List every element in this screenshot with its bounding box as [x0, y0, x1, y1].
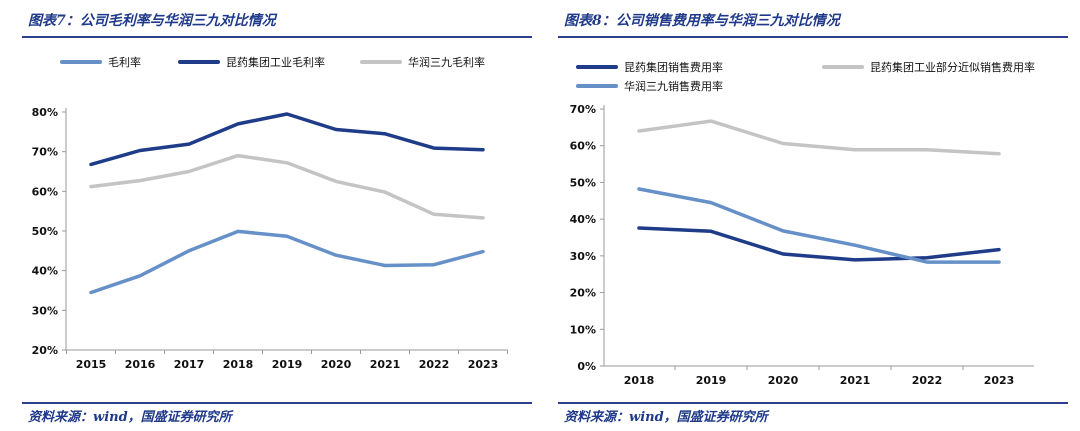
series-line [637, 187, 1001, 264]
x-tick-label: 2020 [321, 358, 352, 371]
x-tick-label: 2015 [76, 358, 107, 371]
y-tick-label: 60% [32, 185, 58, 198]
series-line [637, 119, 1001, 156]
sales-expense-chart: 0% 10% 20% 30% 40% 50% 60% 70% 2018 2019 2020 2021 2… [570, 60, 1035, 387]
x-tick-label: 2018 [223, 358, 254, 371]
legend-label: 昆药集团销售费用率 [624, 60, 723, 74]
x-tick-label: 2022 [419, 358, 450, 371]
y-tick-label: 50% [570, 176, 596, 189]
gross-margin-chart: 20% 30% 40% 50% 60% 70% 80% 2015 2016 2017 2018 201… [32, 55, 508, 371]
x-tick-label: 2022 [912, 374, 943, 387]
y-tick-label: 30% [570, 250, 596, 263]
source-divider [558, 402, 1068, 404]
legend-label: 昆药集团工业毛利率 [226, 55, 325, 69]
y-tick-label: 50% [32, 225, 58, 238]
legend-label: 昆药集团工业部分近似销售费用率 [870, 60, 1035, 74]
series-line [89, 153, 485, 220]
x-tick-label: 2023 [984, 374, 1015, 387]
panel-sales-expense: 图表8：公司销售费用率与华润三九对比情况 0% 10% 20% 30% 40% 50% 60… [558, 0, 1068, 431]
x-tick-label: 2021 [370, 358, 401, 371]
panel-gross-margin: 图表7：公司毛利率与华润三九对比情况 20% 30% 40% 50% 60% 70% 80%… [22, 0, 532, 431]
y-tick-label: 40% [570, 213, 596, 226]
series-line [637, 226, 1001, 262]
x-tick-label: 2018 [624, 374, 655, 387]
y-tick-label: 40% [32, 265, 58, 278]
x-tick-label: 2016 [125, 358, 156, 371]
title-divider [22, 36, 532, 38]
y-tick-label: 0% [577, 360, 596, 373]
x-tick-label: 2017 [174, 358, 205, 371]
title-divider [558, 36, 1068, 38]
x-tick-label: 2023 [468, 358, 499, 371]
y-tick-label: 30% [32, 304, 58, 317]
y-tick-label: 20% [32, 344, 58, 357]
legend-label: 毛利率 [108, 55, 141, 69]
x-tick-label: 2019 [696, 374, 727, 387]
legend-label: 华润三九销售费用率 [624, 79, 723, 93]
y-tick-label: 20% [570, 287, 596, 300]
source-note: 资料来源：wind，国盛证券研究所 [564, 410, 768, 425]
y-tick-label: 80% [32, 106, 58, 119]
panel-title: 图表8：公司销售费用率与华润三九对比情况 [564, 13, 840, 29]
y-tick-label: 70% [570, 103, 596, 116]
x-tick-label: 2019 [272, 358, 303, 371]
series-line [89, 229, 485, 295]
panel-title: 图表7：公司毛利率与华润三九对比情况 [28, 13, 276, 29]
y-tick-label: 60% [570, 140, 596, 153]
source-divider [22, 402, 532, 404]
y-tick-label: 70% [32, 146, 58, 159]
legend-label: 华润三九毛利率 [408, 55, 485, 69]
source-note: 资料来源：wind，国盛证券研究所 [28, 410, 232, 425]
y-tick-label: 10% [570, 323, 596, 336]
x-tick-label: 2021 [840, 374, 871, 387]
series-line [89, 112, 485, 167]
x-tick-label: 2020 [768, 374, 799, 387]
